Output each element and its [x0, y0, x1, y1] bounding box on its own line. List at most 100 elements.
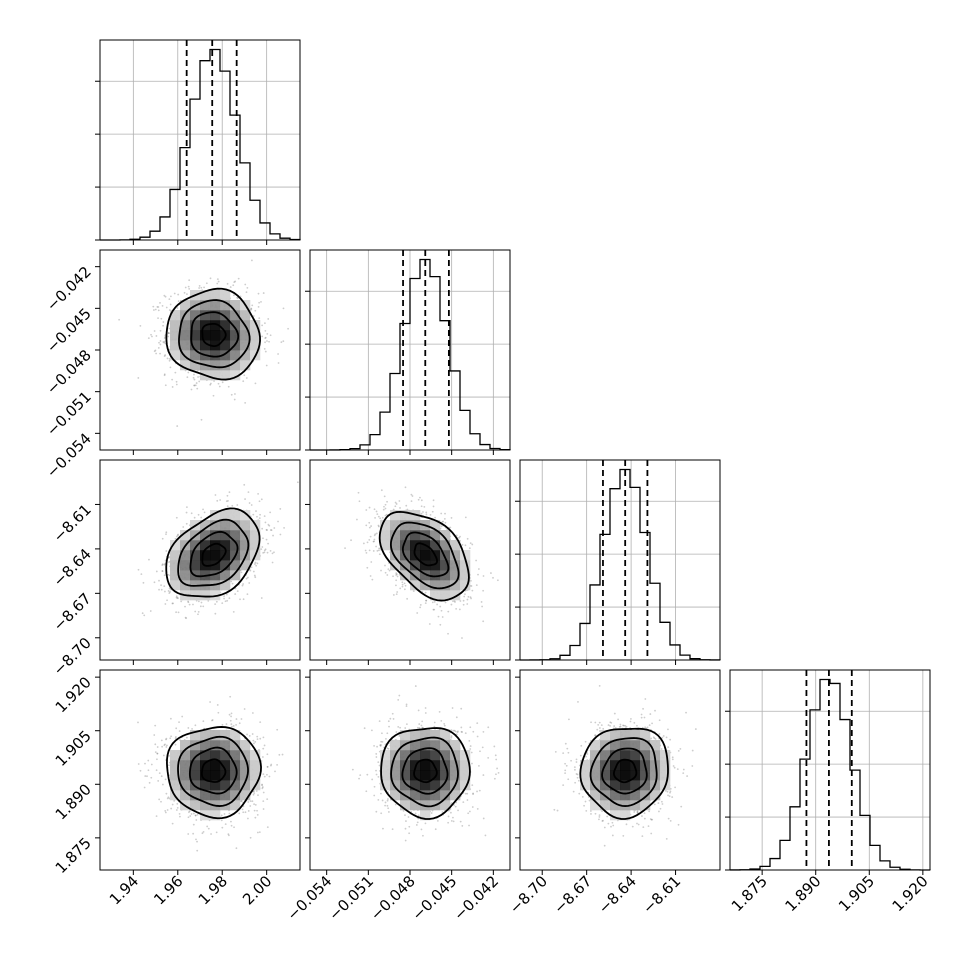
density-cell	[450, 540, 461, 551]
sample-point	[590, 721, 592, 724]
histogram-step-2	[519, 468, 721, 661]
density-cell	[390, 550, 401, 561]
sample-point	[184, 616, 187, 619]
sample-point	[197, 610, 200, 613]
sample-point	[440, 512, 443, 515]
panel-frame	[99, 249, 301, 451]
sample-point	[163, 744, 166, 747]
sample-point	[179, 815, 181, 818]
sample-point	[196, 849, 199, 852]
sample-point	[175, 383, 178, 386]
sample-point	[366, 566, 369, 569]
sample-point	[256, 735, 259, 738]
density-cell	[180, 790, 191, 801]
sample-point	[137, 377, 140, 379]
sample-point	[165, 746, 168, 748]
sample-point	[657, 802, 660, 804]
contour-level-1	[401, 531, 450, 578]
sample-point	[377, 525, 380, 528]
sample-point	[262, 551, 265, 554]
sample-point	[166, 599, 168, 602]
sample-point	[221, 602, 224, 605]
sample-point	[169, 366, 172, 369]
density-cell	[220, 510, 231, 521]
sample-point	[406, 508, 409, 511]
density-cell	[380, 530, 391, 541]
sample-point	[268, 524, 271, 527]
sample-point	[226, 505, 229, 508]
density-cell	[240, 560, 251, 571]
sample-point	[207, 599, 210, 602]
sample-point	[178, 812, 181, 815]
sample-point	[369, 535, 372, 538]
sample-point	[167, 796, 170, 799]
sample-point	[277, 362, 280, 364]
sample-point	[153, 734, 156, 736]
sample-point	[229, 719, 232, 722]
sample-point	[253, 574, 256, 577]
sample-point	[370, 561, 373, 563]
scatter-panel-3-0	[95, 669, 301, 875]
sample-point	[227, 834, 230, 837]
sample-point	[163, 585, 166, 588]
density-cell	[220, 560, 231, 571]
sample-point	[416, 821, 419, 824]
sample-point	[380, 743, 382, 746]
sample-point	[205, 282, 208, 285]
sample-point	[287, 327, 289, 330]
sample-point	[194, 814, 197, 817]
sample-point	[221, 381, 224, 384]
sample-point	[175, 380, 178, 383]
sample-point	[261, 324, 264, 327]
sample-point	[433, 721, 436, 724]
sample-point	[375, 769, 377, 772]
sample-point	[187, 285, 190, 288]
sample-point	[397, 725, 400, 728]
sample-point	[245, 377, 248, 379]
sample-point	[160, 588, 163, 591]
sample-point	[192, 823, 195, 826]
sample-point	[357, 491, 360, 494]
density-layer	[553, 684, 697, 847]
sample-point	[260, 301, 262, 303]
sample-point	[261, 783, 263, 786]
sample-point	[246, 286, 249, 289]
density-layer	[351, 685, 500, 842]
density-cell	[240, 760, 251, 771]
sample-point	[217, 711, 220, 714]
density-cell	[220, 340, 231, 351]
sample-point	[188, 288, 191, 290]
sample-point	[173, 292, 176, 295]
density-cell	[190, 540, 201, 551]
sample-point	[202, 508, 204, 511]
sample-point	[190, 813, 193, 815]
sample-point	[562, 752, 565, 755]
sample-point	[440, 720, 443, 722]
sample-point	[200, 418, 203, 421]
sample-point	[239, 598, 241, 601]
sample-point	[436, 603, 439, 606]
density-layer	[118, 259, 289, 427]
sample-point	[164, 778, 167, 781]
sample-point	[258, 831, 261, 834]
sample-point	[159, 343, 162, 346]
density-cell	[210, 590, 221, 601]
density-cell	[220, 790, 231, 801]
sample-point	[438, 710, 441, 713]
sample-point	[610, 721, 613, 724]
sample-point	[459, 820, 462, 823]
sample-point	[163, 341, 166, 344]
sample-point	[677, 823, 680, 826]
density-cell	[400, 770, 411, 781]
sample-point	[682, 772, 685, 774]
sample-point	[160, 584, 162, 587]
sample-point	[658, 810, 660, 813]
sample-point	[395, 503, 398, 505]
sample-point	[381, 740, 384, 743]
sample-point	[669, 790, 672, 793]
sample-point	[260, 597, 263, 599]
sample-point	[253, 809, 256, 812]
density-cell	[200, 520, 211, 531]
sample-point	[387, 811, 390, 813]
sample-point	[416, 726, 419, 729]
